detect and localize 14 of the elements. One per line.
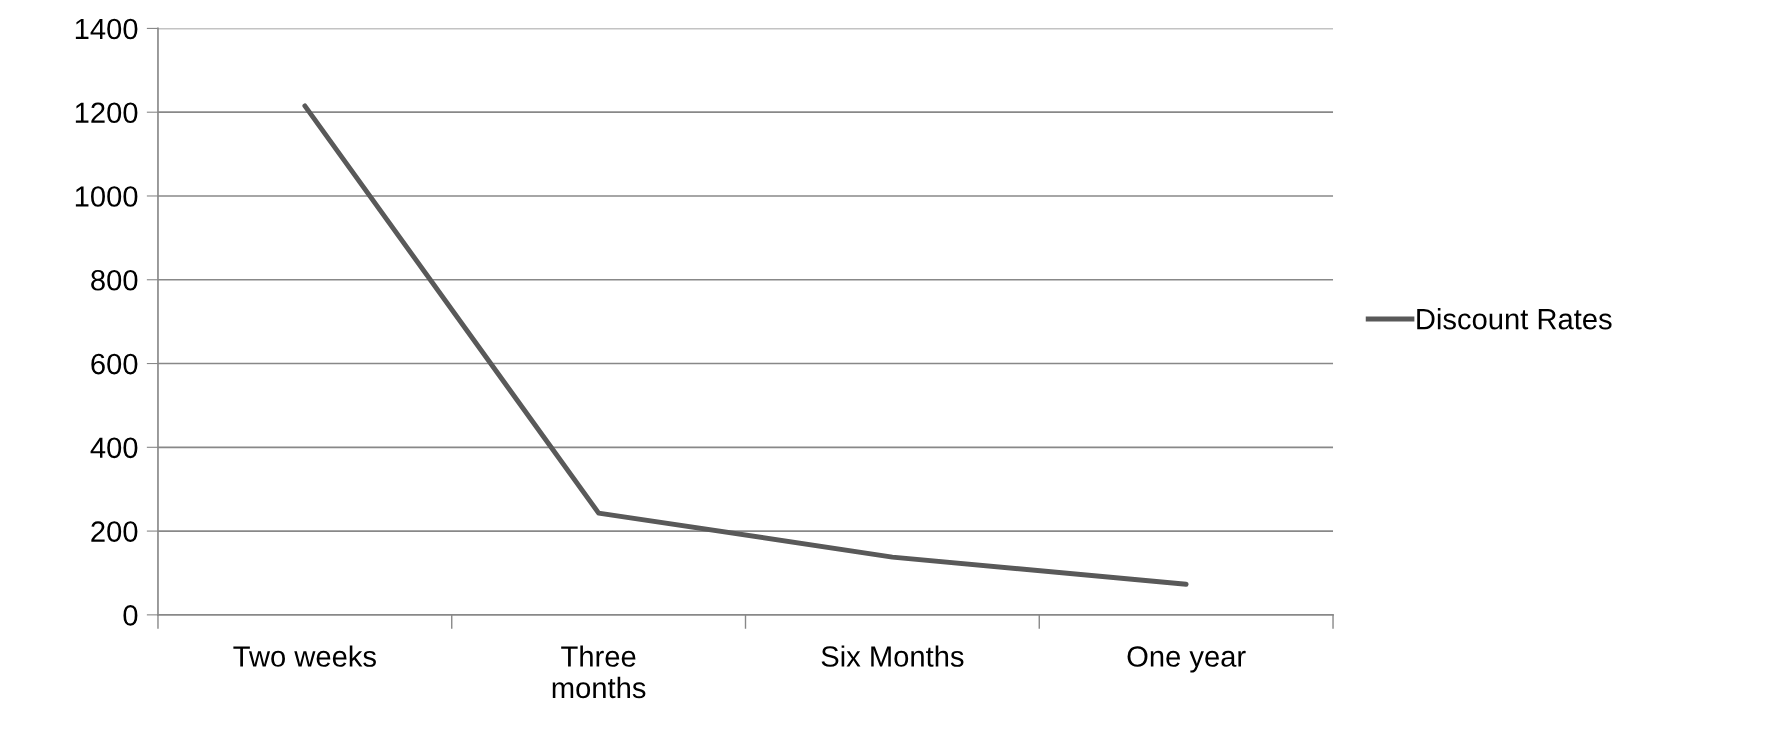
y-tick-label: 400 (90, 437, 138, 459)
y-tick-label: 1000 (75, 186, 138, 207)
x-tick-label: Three months (552, 645, 646, 699)
line-series (302, 103, 1189, 587)
x-tick-label: One year (1127, 646, 1246, 673)
y-tick-label: 1200 (75, 102, 138, 124)
y-tick-label: 600 (91, 353, 138, 375)
legend-label: Discount Rates (1417, 308, 1612, 330)
y-tick-label: 1400 (75, 18, 138, 40)
y-tick-label: 200 (91, 521, 138, 542)
x-tick-label: Two weeks (233, 645, 376, 667)
y-tick-label: 0 (123, 605, 138, 626)
y-tick-label: 800 (91, 269, 138, 291)
x-tick-label: Six Months (821, 645, 964, 667)
